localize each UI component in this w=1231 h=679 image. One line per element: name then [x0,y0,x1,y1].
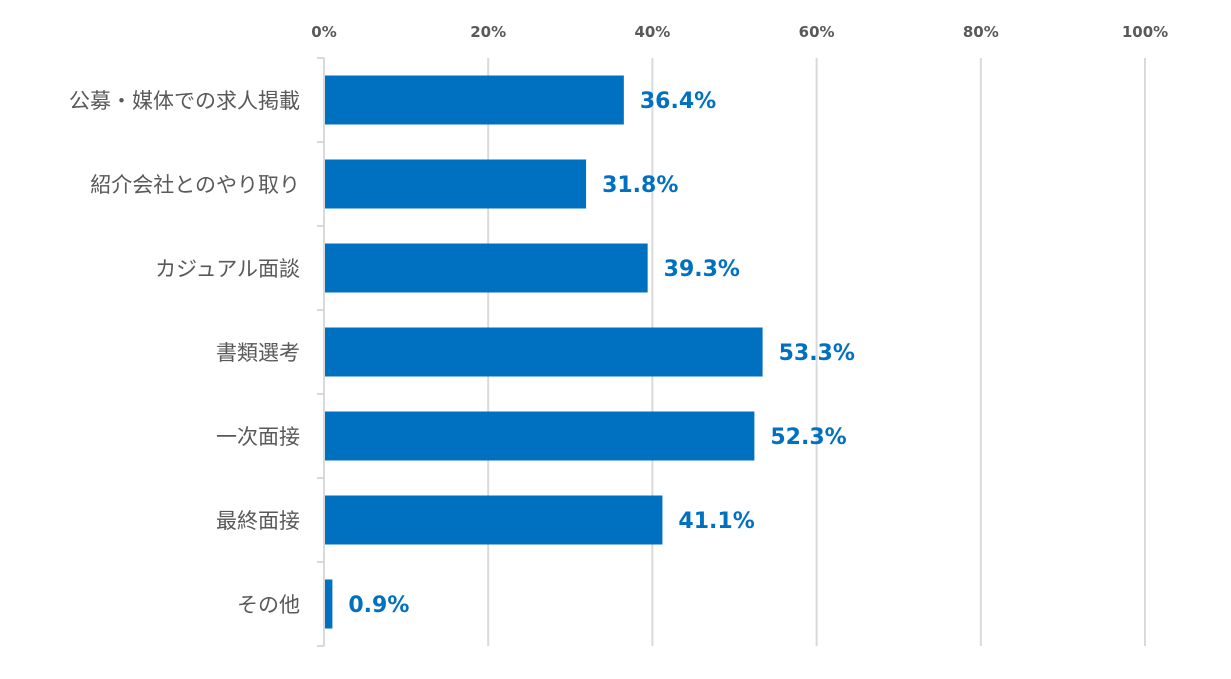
bar [325,243,648,293]
category-label: カジュアル面談 [155,257,300,281]
x-tick-label: 100% [1122,23,1168,41]
x-tick-label: 0% [311,23,336,41]
category-label: その他 [237,593,300,617]
data-label: 0.9% [348,593,409,618]
grid-layer [317,57,1146,647]
x-tick-label: 40% [634,23,670,41]
data-label: 53.3% [779,341,855,366]
bar [325,159,587,209]
x-tick-label: 60% [799,23,835,41]
category-labels: 公募・媒体での求人掲載紹介会社とのやり取りカジュアル面談書類選考一次面接最終面接… [69,89,300,617]
data-label: 41.1% [678,509,754,534]
data-label: 39.3% [664,257,740,282]
category-label: 公募・媒体での求人掲載 [69,89,300,113]
data-labels: 36.4% 31.8% 39.3% 53.3% 52.3% 41.1% 0.9% [348,89,855,618]
bar [325,495,663,545]
data-label: 31.8% [602,173,678,198]
bar [325,579,333,629]
category-label: 一次面接 [216,425,300,449]
x-tick-label: 20% [470,23,506,41]
bar [325,411,755,461]
data-label: 52.3% [770,425,846,450]
category-label: 最終面接 [216,509,300,533]
category-label: 書類選考 [216,341,300,365]
data-label: 36.4% [640,89,716,114]
bar [325,327,763,377]
bars [325,75,763,629]
bar [325,75,624,125]
category-label: 紹介会社とのやり取り [90,173,300,197]
x-axis-ticks: 0% 20% 40% 60% 80% 100% [311,23,1168,41]
x-tick-label: 80% [963,23,999,41]
